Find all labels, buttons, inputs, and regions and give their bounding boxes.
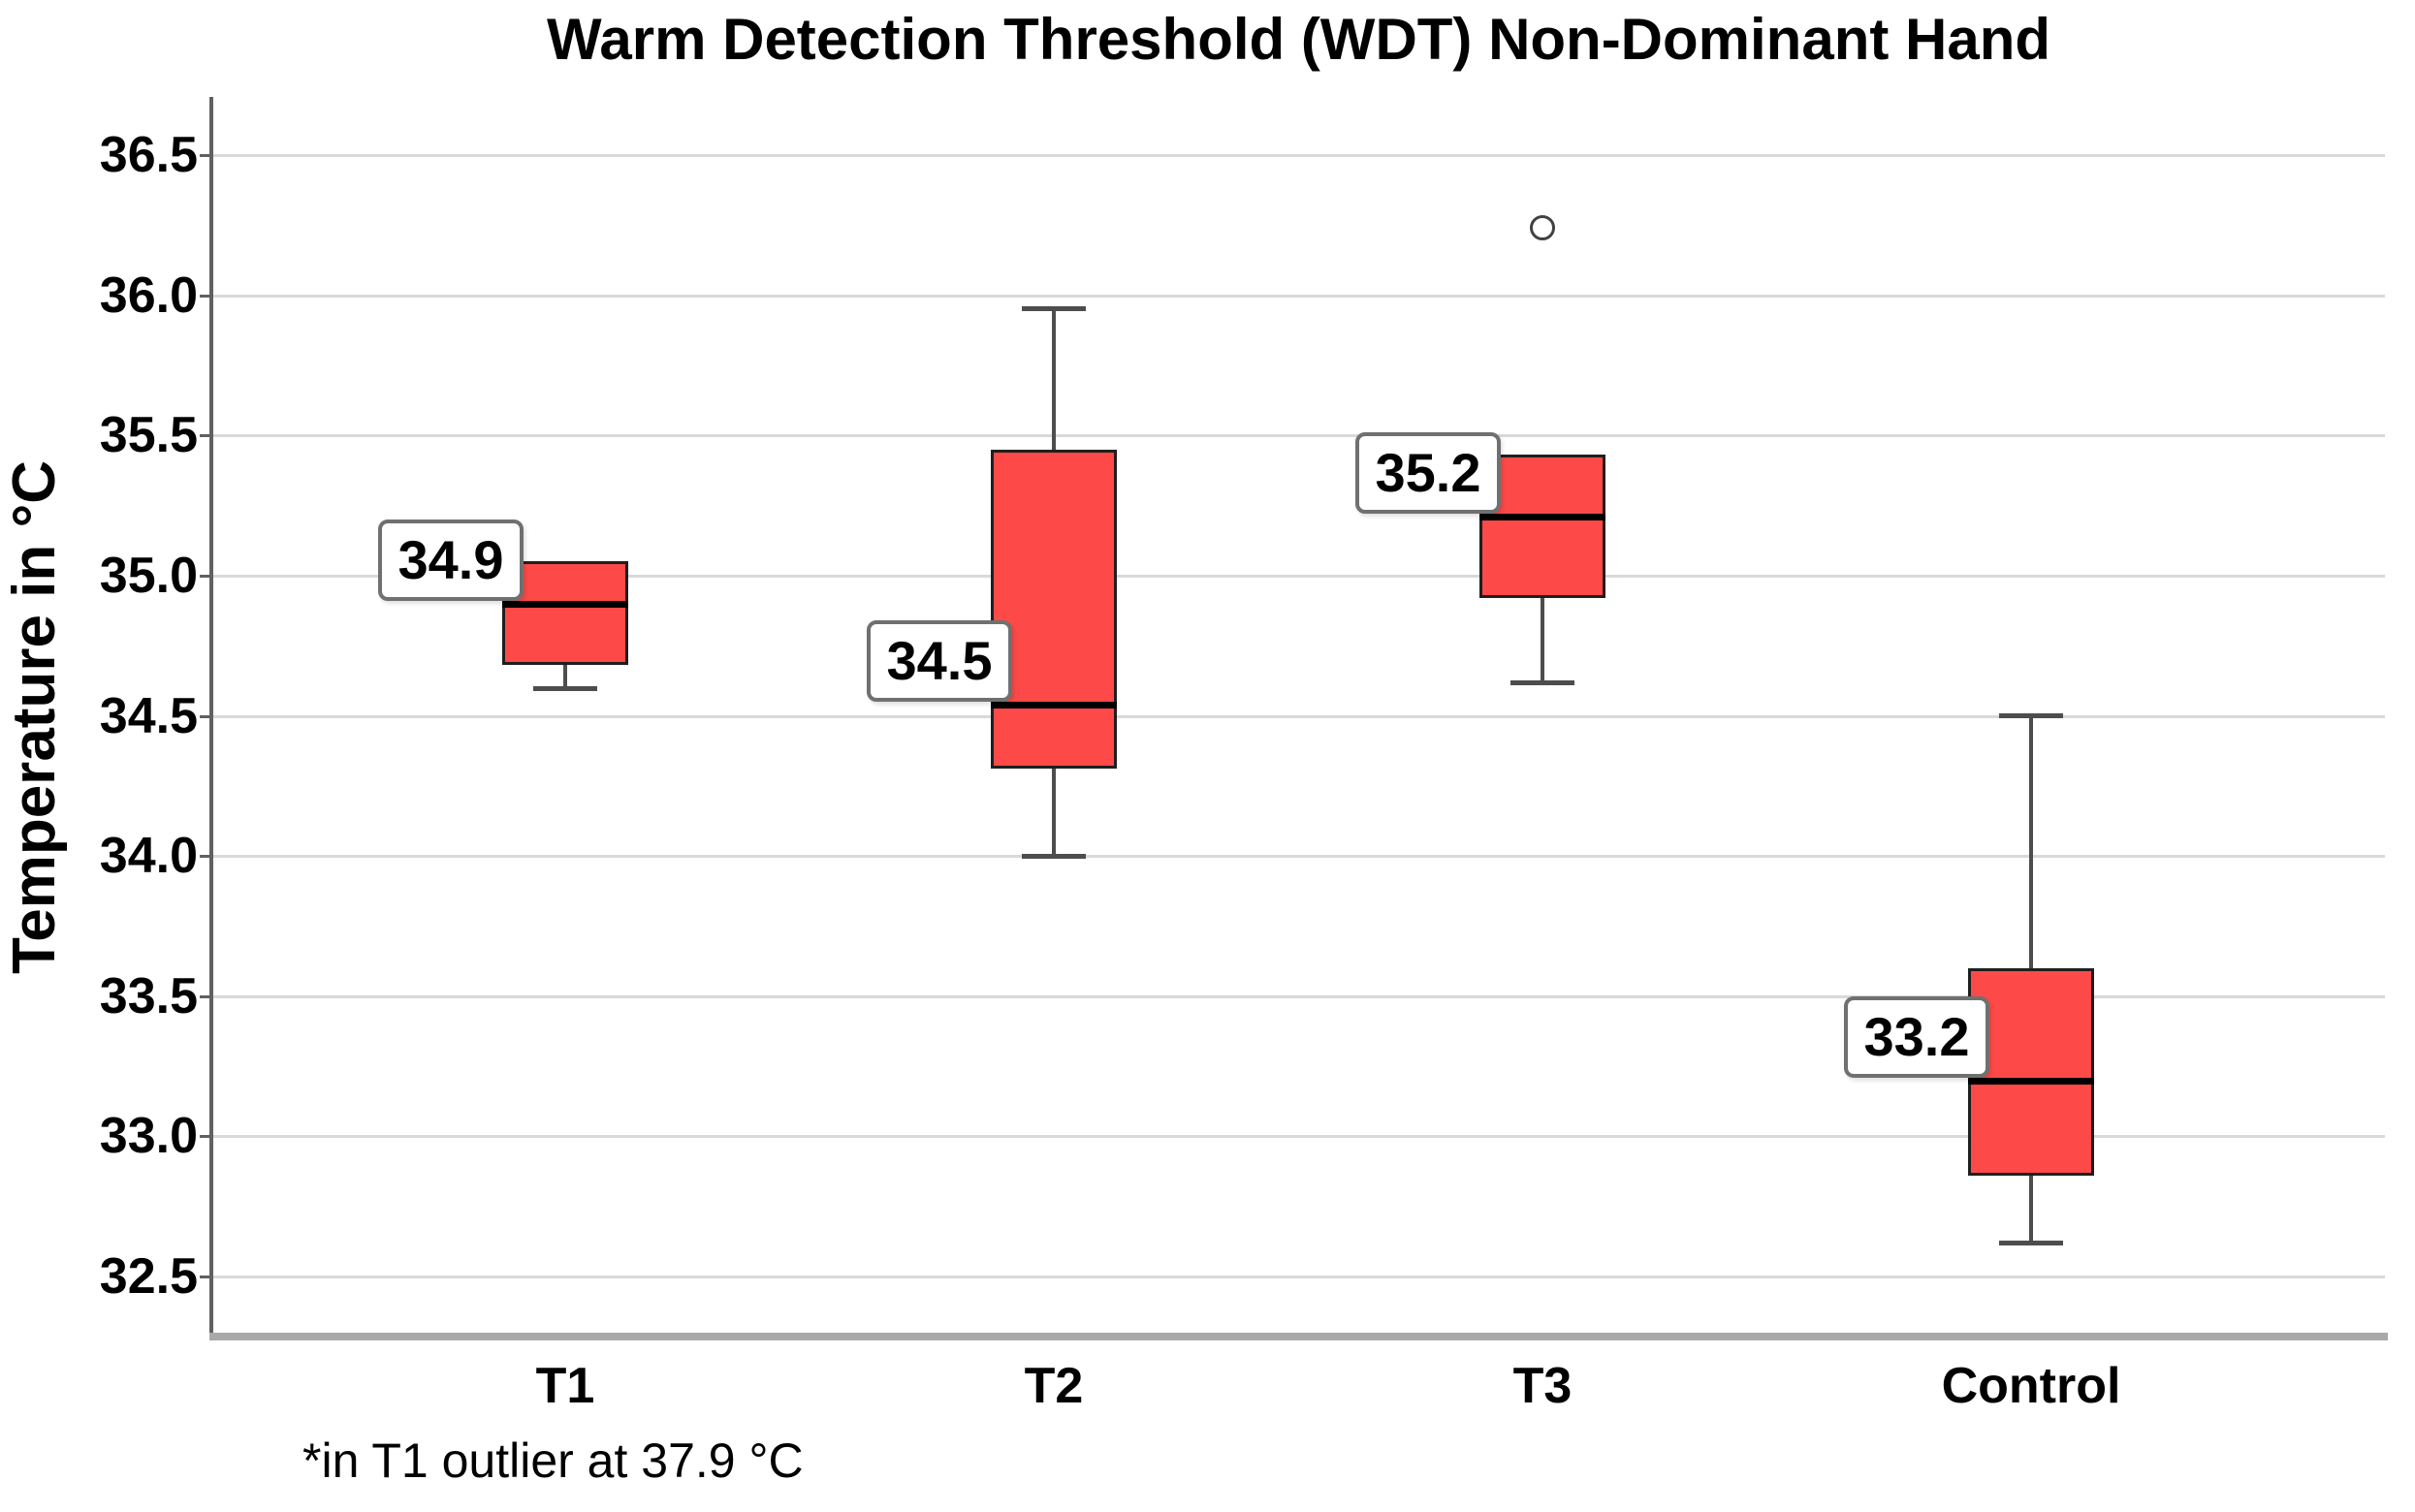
gridline [212,434,2385,437]
y-tick-label: 34.0 [99,828,198,884]
y-tick-label: 34.5 [99,688,198,744]
whisker-line-control [2029,716,2033,968]
gridline [212,295,2385,298]
y-tick-mark [200,1135,212,1138]
chart-title: Warm Detection Threshold (WDT) Non-Domin… [546,7,2051,72]
y-tick-mark [200,715,212,718]
box-t2 [991,450,1117,769]
gridline [212,715,2385,718]
y-tick-label: 32.5 [99,1248,198,1305]
whisker-cap-t3 [1510,680,1574,685]
y-tick-label: 33.0 [99,1108,198,1164]
y-tick-label: 36.5 [99,127,198,183]
median-label-control: 33.2 [1844,996,1989,1078]
whisker-cap-t2 [1022,306,1086,311]
median-label-t2: 34.5 [867,620,1012,702]
y-tick-mark [200,295,212,298]
y-tick-mark [200,1276,212,1278]
median-label-t1: 34.9 [378,520,524,601]
median-line-t2 [991,702,1117,709]
whisker-line-t2 [1052,769,1056,856]
y-tick-label: 35.5 [99,407,198,463]
x-tick-label-t2: T2 [1024,1358,1084,1414]
gridline [212,1135,2385,1138]
y-tick-label: 33.5 [99,968,198,1024]
y-tick-mark [200,154,212,157]
median-line-t3 [1479,514,1605,520]
y-tick-mark [200,434,212,437]
whisker-cap-control [1999,1241,2063,1245]
footnote: *in T1 outlier at 37.9 °C [302,1433,804,1488]
gridline [212,575,2385,578]
whisker-line-t1 [563,665,567,688]
box-t1 [502,561,628,665]
whisker-line-control [2029,1176,2033,1243]
whisker-line-t3 [1541,598,1544,682]
y-tick-label: 35.0 [99,548,198,604]
whisker-cap-t1 [533,686,597,691]
whisker-line-t2 [1052,309,1056,450]
gridline [212,995,2385,998]
outlier-point-t3 [1530,215,1555,240]
y-axis-line [209,97,213,1340]
gridline [212,1276,2385,1278]
y-tick-mark [200,575,212,578]
whisker-cap-t2 [1022,854,1086,859]
y-tick-mark [200,995,212,998]
x-tick-label-t1: T1 [535,1358,595,1414]
median-line-control [1968,1078,2094,1085]
median-line-t1 [502,601,628,608]
x-tick-label-t3: T3 [1512,1358,1573,1414]
median-label-t3: 35.2 [1355,432,1501,514]
y-tick-label: 36.0 [99,268,198,324]
y-tick-mark [200,855,212,858]
whisker-cap-control [1999,713,2063,718]
x-axis-line [209,1333,2388,1340]
gridline [212,855,2385,858]
gridline [212,154,2385,157]
x-tick-label-control: Control [1941,1358,2121,1414]
